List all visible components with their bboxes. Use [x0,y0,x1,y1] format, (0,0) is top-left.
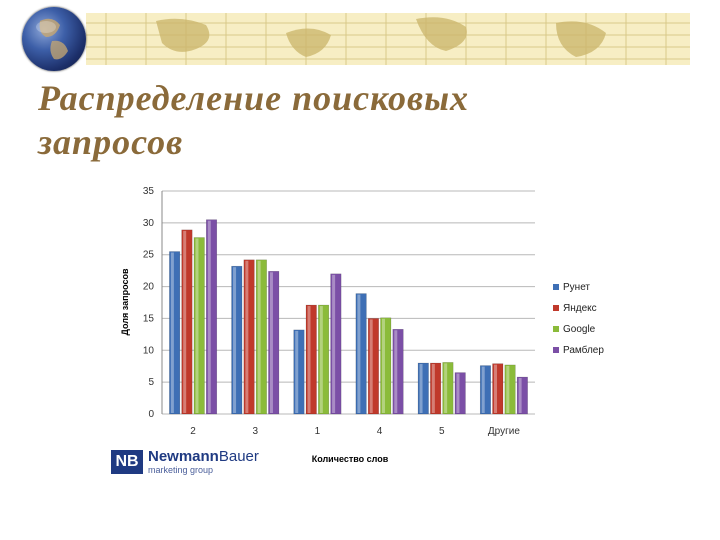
bar-highlight [506,365,510,413]
title-line-1: Распределение поисковых [38,78,470,118]
bar-Рамблер-Другие [516,376,528,415]
y-tick-labels: 0 5 10 15 20 25 30 35 [143,186,155,420]
chart-grid [161,190,535,415]
x-tick-label: 2 [190,426,196,437]
bar-highlight [257,260,261,413]
bar-Рамблер-2 [206,219,218,415]
y-tick-label: 30 [143,218,155,229]
page-title: Распределение поисковых запросов [38,76,469,164]
bar-highlight [319,306,323,413]
legend-label: Яндекс [563,303,597,314]
logo-name: NewmannBauer [148,448,259,465]
bar-highlight [518,378,522,413]
newmann-bauer-logo: NB NewmannBauer marketing group [111,448,291,476]
bar-highlight [295,330,299,413]
x-tick-label: Другие [488,426,520,437]
logo-name-part2: Bauer [218,448,259,465]
x-tick-label: 1 [315,426,321,437]
bar-Рунет-5 [417,362,429,415]
bar-highlight [394,330,398,413]
bar-highlight [494,364,498,413]
x-tick-label: 3 [252,426,258,437]
bar-highlight [233,267,237,413]
bar-Google-3 [255,259,267,415]
y-tick-label: 0 [148,409,154,420]
bar-Рунет-4 [355,293,367,415]
legend-label: Рунет [563,282,590,293]
legend-swatch [553,284,559,290]
bar-highlight [431,364,435,413]
y-tick-label: 25 [143,250,155,261]
bar-Google-Другие [504,364,516,415]
bar-highlight [269,272,273,413]
map-pattern [86,13,690,65]
bar-highlight [456,373,460,413]
bar-Google-1 [318,304,330,415]
x-axis-label: Количество слов [312,454,389,464]
bar-chart: 0 5 10 15 20 25 30 35 2 3 1 4 5 Другие Доля запросов… [120,186,604,464]
bar-highlight [381,318,385,413]
legend-swatch [553,326,559,332]
bar-highlight [444,363,448,413]
x-tick-label: 4 [377,426,383,437]
bar-highlight [419,364,423,413]
bar-highlight [357,294,361,413]
chart-legend: Рунет Яндекс Google Рамблер [553,282,604,356]
bar-highlight [207,220,211,413]
y-tick-label: 15 [143,313,155,324]
bar-Рамблер-3 [268,271,280,415]
globe-icon [22,7,86,71]
bar-Яндекс-2 [181,229,193,415]
bar-highlight [369,319,373,413]
title-line-2: запросов [38,122,184,162]
header-banner [86,13,690,65]
bar-Рунет-1 [293,329,305,415]
bar-Яндекс-3 [243,259,255,415]
bar-Яндекс-5 [430,362,442,415]
bar-Рамблер-5 [454,372,466,415]
bar-Яндекс-4 [367,318,379,415]
bar-highlight [332,274,336,413]
bar-highlight [183,230,187,413]
bar-highlight [170,252,174,413]
legend-label: Рамблер [563,344,604,356]
bar-Google-2 [193,237,205,415]
logo-mark: NB [111,450,143,474]
bar-Яндекс-Другие [492,363,504,415]
y-tick-label: 5 [148,377,154,388]
legend-swatch [553,305,559,311]
y-axis-label: Доля запросов [120,268,130,335]
y-tick-label: 10 [143,345,155,356]
bar-Рунет-2 [169,251,181,415]
logo-name-part1: Newmann [148,448,219,465]
bar-highlight [195,238,199,413]
bar-highlight [481,366,485,413]
legend-label: Google [563,324,596,335]
legend-swatch [553,347,559,353]
bar-highlight [307,306,311,413]
x-tick-labels: 2 3 1 4 5 Другие [190,426,520,437]
bar-highlight [245,260,249,413]
x-tick-label: 5 [439,426,445,437]
y-tick-label: 20 [143,282,155,293]
y-tick-label: 35 [143,186,155,197]
bar-Яндекс-1 [305,304,317,415]
bar-Рамблер-4 [392,329,404,415]
chart-bars [169,219,528,415]
bar-Google-4 [380,317,392,415]
logo-subtitle: marketing group [148,465,214,475]
bar-Google-5 [442,362,454,415]
bar-Рунет-3 [231,265,243,415]
bar-Рунет-Другие [479,365,491,415]
bar-Рамблер-1 [330,273,342,415]
